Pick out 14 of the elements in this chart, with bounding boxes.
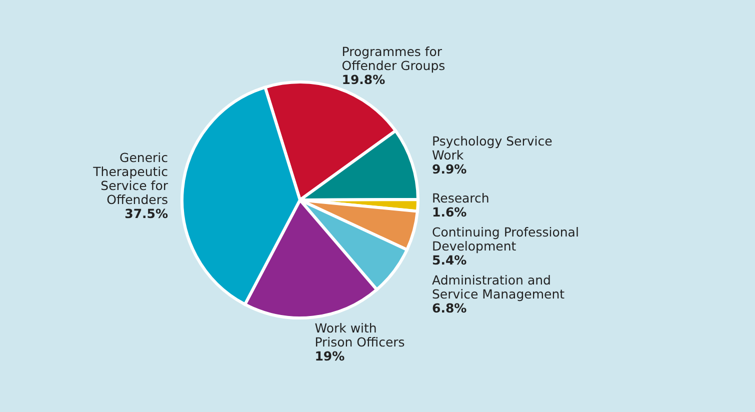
data-label: 37.5% bbox=[124, 206, 168, 222]
data-label: 9.9% bbox=[432, 162, 468, 177]
data-label: 5.4% bbox=[432, 252, 468, 268]
data-label: 19% bbox=[314, 348, 346, 364]
data-label: 19.8% bbox=[342, 72, 386, 88]
slice-label: Work with Prison Officers bbox=[314, 320, 405, 350]
slice-label: Programmes for Offender Groups bbox=[342, 44, 446, 74]
slice-label: Continuing Professional Development bbox=[432, 224, 579, 254]
data-label: 6.8% bbox=[432, 300, 468, 316]
slice-label: Generic Therapeutic Service for Offenders bbox=[92, 150, 169, 208]
slice-label: Administration and Service Management bbox=[432, 272, 565, 302]
data-label: 1.6% bbox=[432, 204, 468, 220]
slice-label: Research bbox=[432, 190, 490, 206]
slice-label: Psychology Service Work bbox=[432, 134, 553, 163]
